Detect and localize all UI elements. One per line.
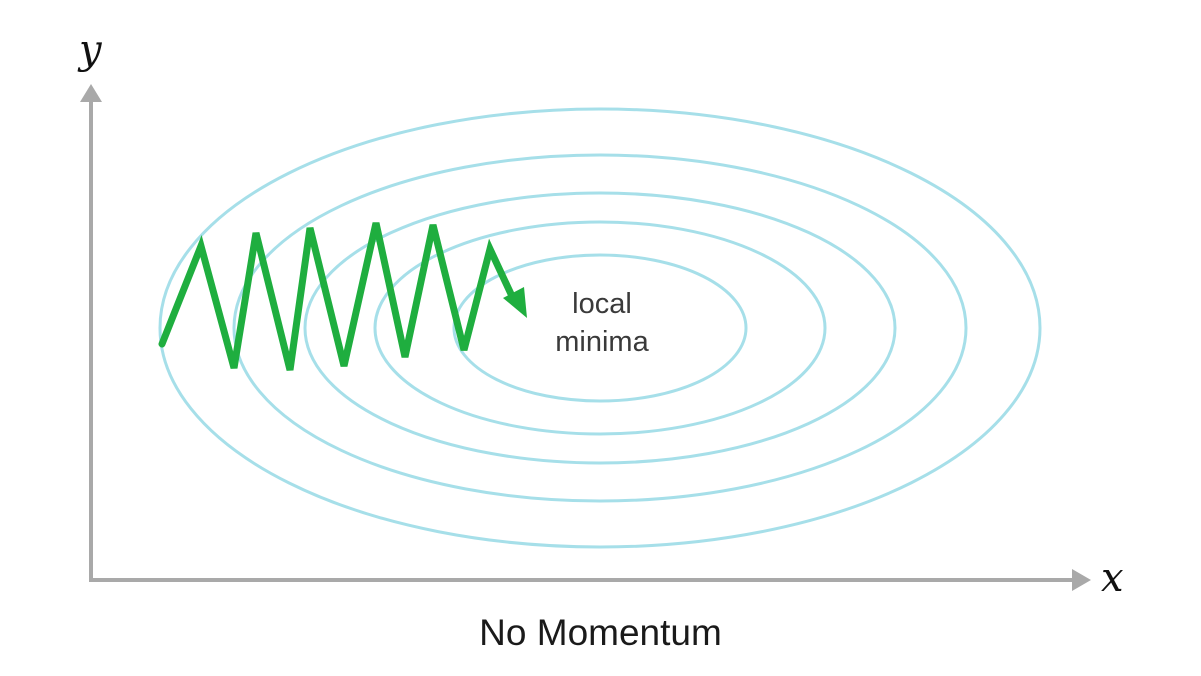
y-axis-arrowhead xyxy=(80,84,102,102)
contour-ring-4 xyxy=(373,220,827,436)
zigzag-path xyxy=(158,222,515,371)
x-axis-arrowhead xyxy=(1072,569,1091,591)
contour-ring-5 xyxy=(452,253,748,403)
annotation-line-1: local xyxy=(572,288,632,320)
annotation-line-2: minima xyxy=(555,326,649,358)
x-axis-label: x xyxy=(1101,555,1124,601)
local-minima-annotation: local minima xyxy=(541,285,663,361)
path-arrowhead xyxy=(503,287,527,318)
diagram-caption: No Momentum xyxy=(479,612,722,653)
contour-ring-1 xyxy=(158,107,1042,549)
descent-path xyxy=(158,222,527,371)
y-axis-label: y xyxy=(79,27,102,73)
contour-ring-2 xyxy=(232,153,968,503)
contour-lines xyxy=(158,107,1042,549)
axes xyxy=(80,84,1091,591)
contour-ring-3 xyxy=(303,191,897,465)
